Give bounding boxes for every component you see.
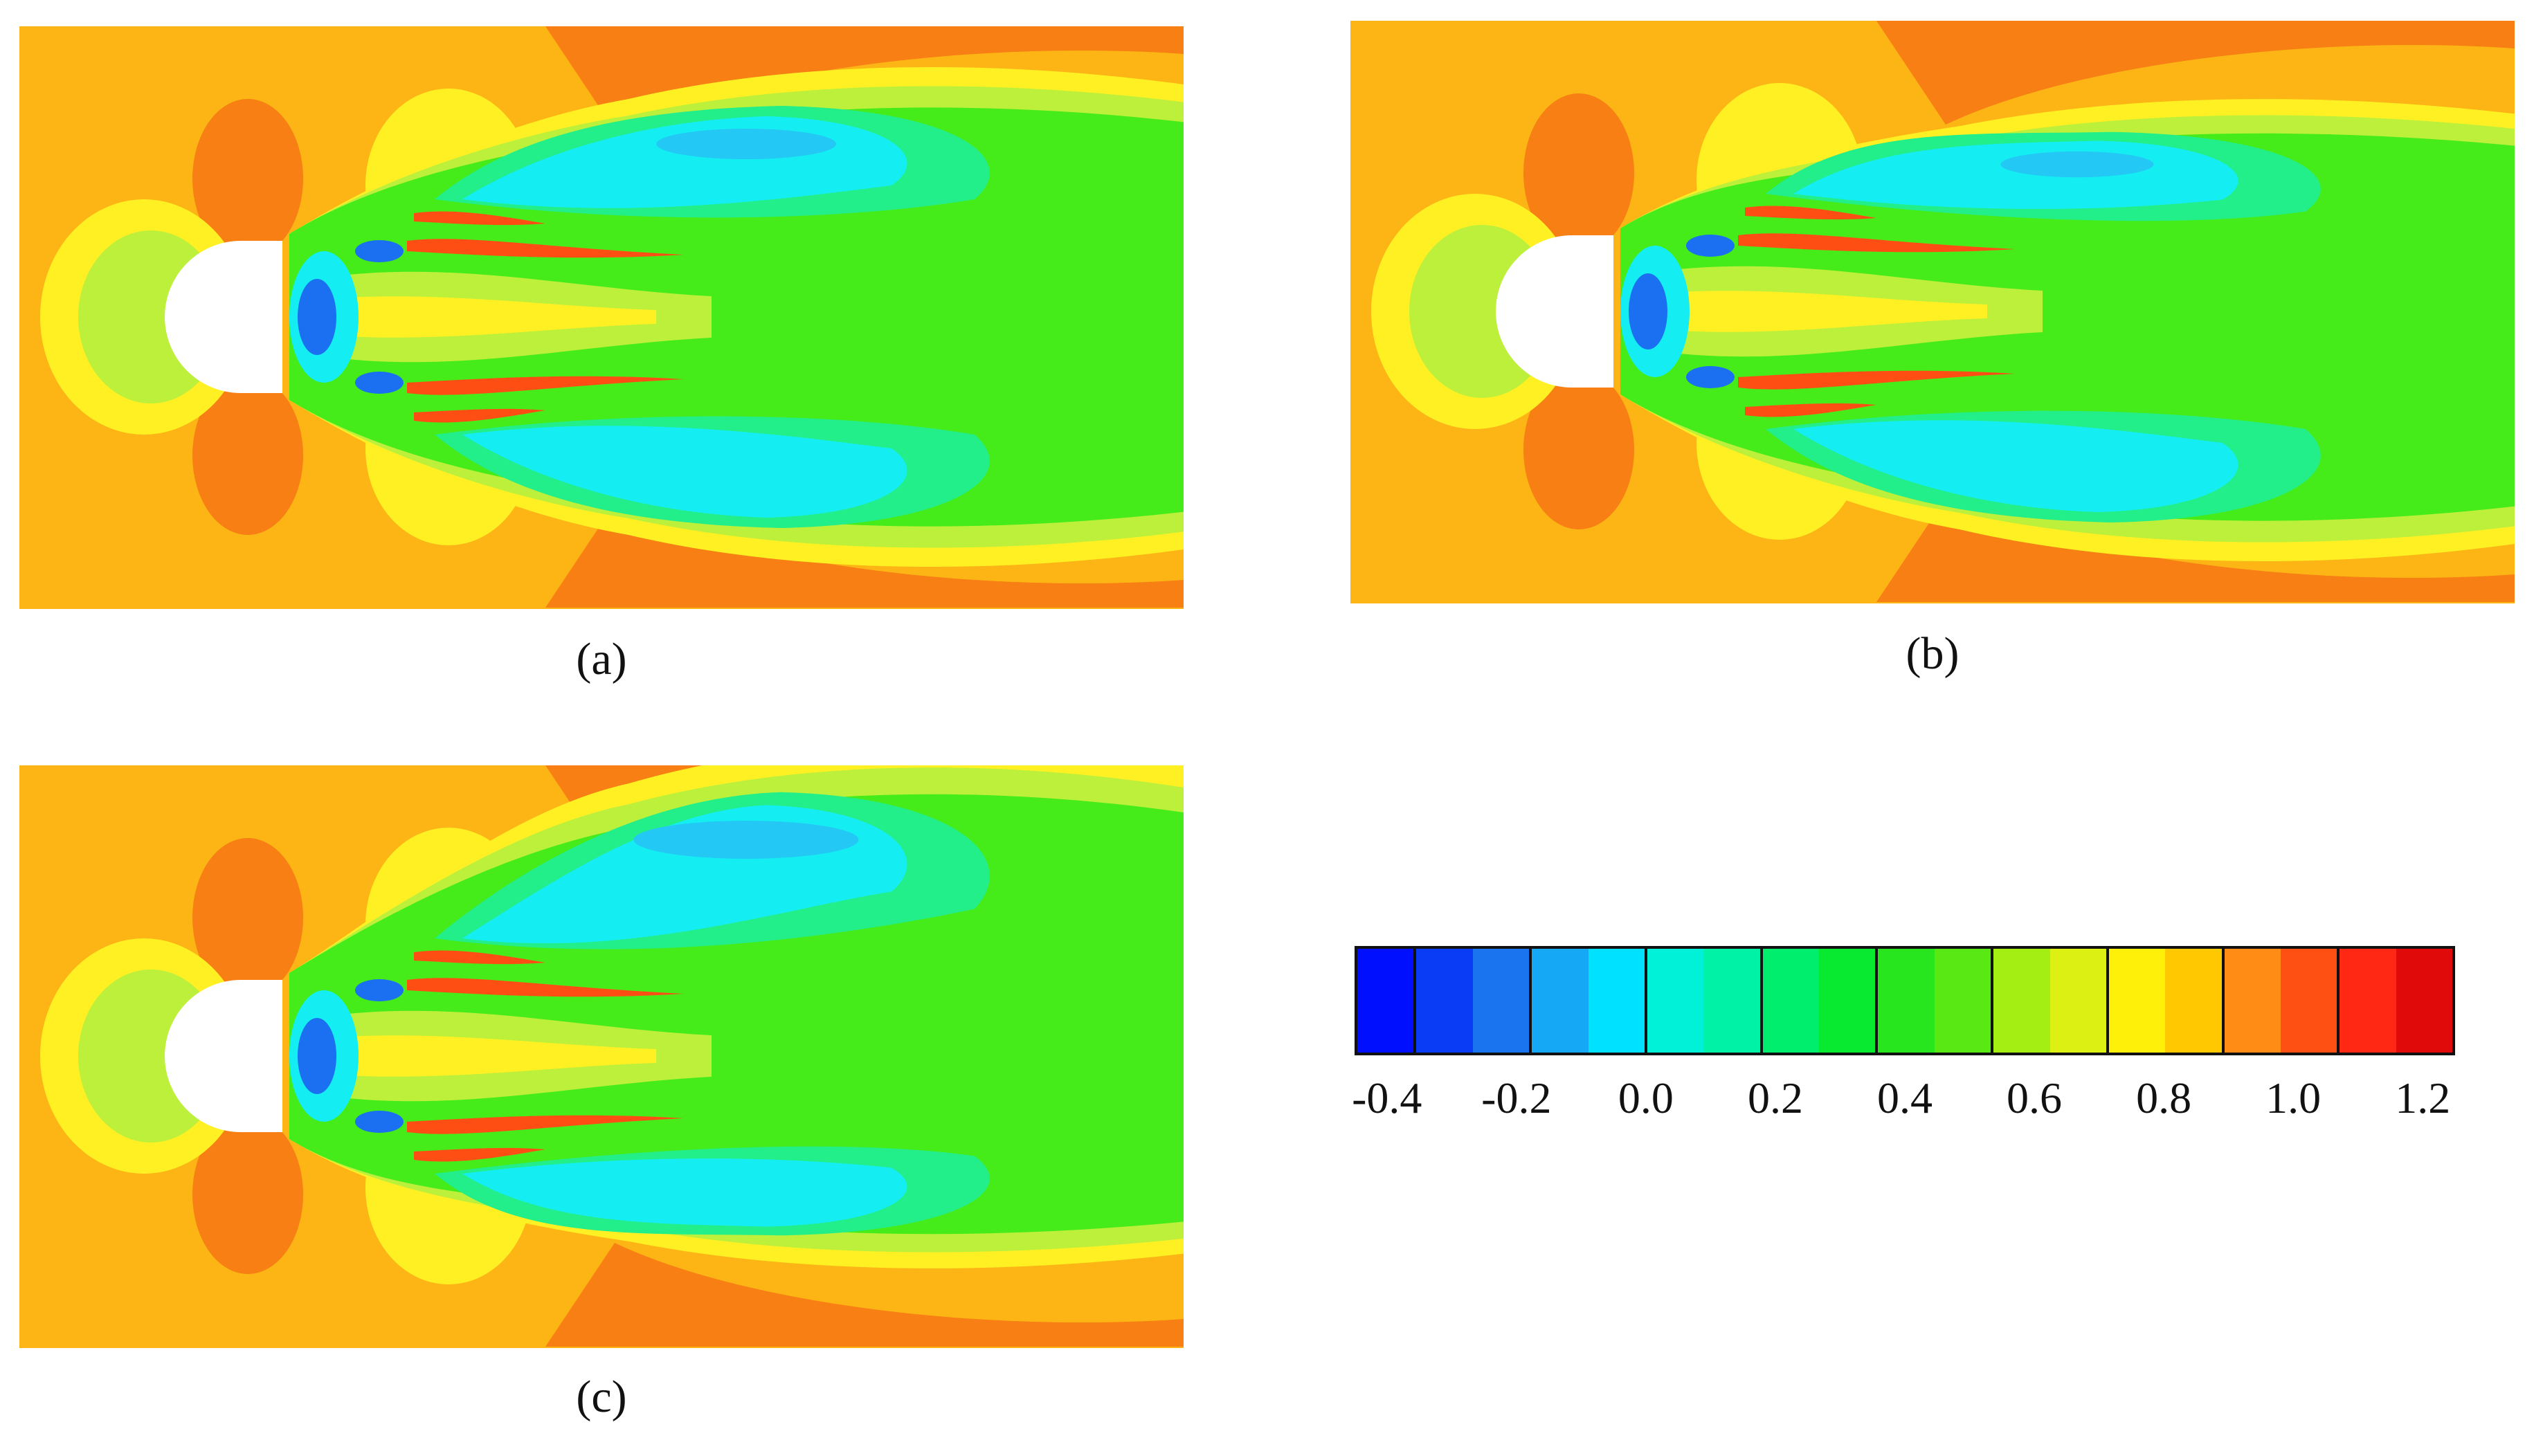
central-jet-core — [1648, 291, 1987, 332]
acceleration-lobe-bottom — [1523, 370, 1634, 529]
slot-vortex-bottom — [1686, 366, 1735, 388]
colorbar-segment — [1357, 949, 1417, 1053]
caption-b: (b) — [1906, 628, 1960, 679]
caption-a: (a) — [576, 634, 627, 684]
shear-streak-top — [1738, 233, 2015, 253]
near-wake-vortex — [1629, 273, 1667, 349]
recirculation-bubble-bottom — [462, 426, 907, 518]
shear-streak-top-2 — [414, 211, 545, 226]
colorbar-segment — [1416, 949, 1473, 1053]
central-jet-core — [317, 296, 656, 338]
recirculation-bubble-bottom — [462, 1158, 907, 1227]
near-wake-vortex — [298, 1018, 336, 1094]
shear-streak-bottom-2 — [1745, 403, 1876, 417]
colorbar — [1355, 946, 2455, 1055]
slot-vortex-top — [355, 240, 404, 262]
colorbar-segment — [2396, 949, 2453, 1053]
shear-streak-top-2 — [1745, 206, 1876, 220]
recirculation-core-top — [2000, 151, 2154, 178]
high-speed-region-top — [545, 26, 1184, 130]
colorbar-tick-label: -0.4 — [1352, 1073, 1422, 1122]
contour-field — [19, 26, 1184, 609]
colorbar-segment — [2108, 949, 2166, 1053]
near-wake-vortex — [298, 279, 336, 355]
high-speed-region-bottom — [545, 504, 1184, 608]
recirculation-bubble-bottom — [1793, 420, 2238, 512]
shear-streak-bottom — [1738, 370, 2015, 390]
colorbar-tick-label: 0.8 — [2136, 1073, 2192, 1122]
shear-streak-bottom — [407, 1115, 684, 1134]
high-speed-region-bottom — [1876, 498, 2515, 602]
slot-vortex-top — [1686, 235, 1735, 257]
slot-vortex-top — [355, 979, 404, 1001]
wake-layer-green — [289, 107, 1184, 527]
colorbar-segment — [2049, 949, 2109, 1053]
bluff-body — [165, 980, 282, 1132]
colorbar-segment — [2165, 949, 2225, 1053]
shear-streak-top-2 — [414, 950, 545, 965]
central-jet-core — [317, 1035, 656, 1077]
colorbar-tick-label: 0.4 — [1877, 1073, 1933, 1122]
shear-streak-bottom-2 — [414, 1147, 545, 1162]
slot-vortex-bottom — [355, 372, 404, 394]
colorbar-tick-label: -0.2 — [1481, 1073, 1552, 1122]
high-speed-region-top — [1876, 21, 2515, 125]
colorbar-segment — [1762, 949, 1819, 1053]
colorbar-segment — [1993, 949, 2050, 1053]
shear-streak-bottom — [407, 376, 684, 395]
bluff-body — [1496, 235, 1613, 388]
acceleration-lobe-bottom — [192, 1115, 303, 1274]
caption-c: (c) — [576, 1372, 627, 1422]
colorbar-tick-label: 1.2 — [2395, 1073, 2451, 1122]
colorbar-segment — [2340, 949, 2396, 1053]
colorbar-segment — [1934, 949, 1994, 1053]
acceleration-lobe-bottom — [192, 376, 303, 535]
acceleration-lobe-top — [1523, 93, 1634, 253]
colorbar-tick-label: 0.6 — [2007, 1073, 2063, 1122]
contour-field — [1350, 21, 2515, 603]
colorbar-segment — [1472, 949, 1532, 1053]
colorbar-segment — [1878, 949, 1935, 1053]
recirculation-core-top — [633, 821, 859, 859]
colorbar-segment — [1647, 949, 1704, 1053]
shear-streak-top — [407, 239, 684, 258]
colorbar-segment — [1703, 949, 1763, 1053]
colorbar-tick-label: 0.2 — [1747, 1073, 1803, 1122]
acceleration-lobe-top — [192, 838, 303, 997]
high-speed-region-bottom — [545, 1243, 1184, 1347]
colorbar-segment — [1532, 949, 1589, 1053]
colorbar-tick-label: 0.0 — [1618, 1073, 1674, 1122]
contour-field — [19, 765, 1184, 1348]
slot-vortex-bottom — [355, 1111, 404, 1133]
colorbar-tick-label: 1.0 — [2265, 1073, 2322, 1122]
bluff-body — [165, 241, 282, 393]
colorbar-segment — [1819, 949, 1879, 1053]
contour-panel-b — [1350, 21, 2515, 603]
acceleration-lobe-top — [192, 99, 303, 258]
contour-panel-c — [19, 765, 1184, 1348]
colorbar-segment — [1588, 949, 1647, 1053]
colorbar-segment — [2224, 949, 2281, 1053]
colorbar-tick-labels: -0.4 -0.2 0.0 0.2 0.4 0.6 0.8 1.0 1.2 — [1352, 1073, 2455, 1131]
recirculation-core-top — [656, 129, 836, 159]
shear-streak-top — [407, 978, 684, 997]
contour-panel-a — [19, 26, 1184, 609]
colorbar-segment — [2281, 949, 2340, 1053]
shear-streak-bottom-2 — [414, 408, 545, 423]
